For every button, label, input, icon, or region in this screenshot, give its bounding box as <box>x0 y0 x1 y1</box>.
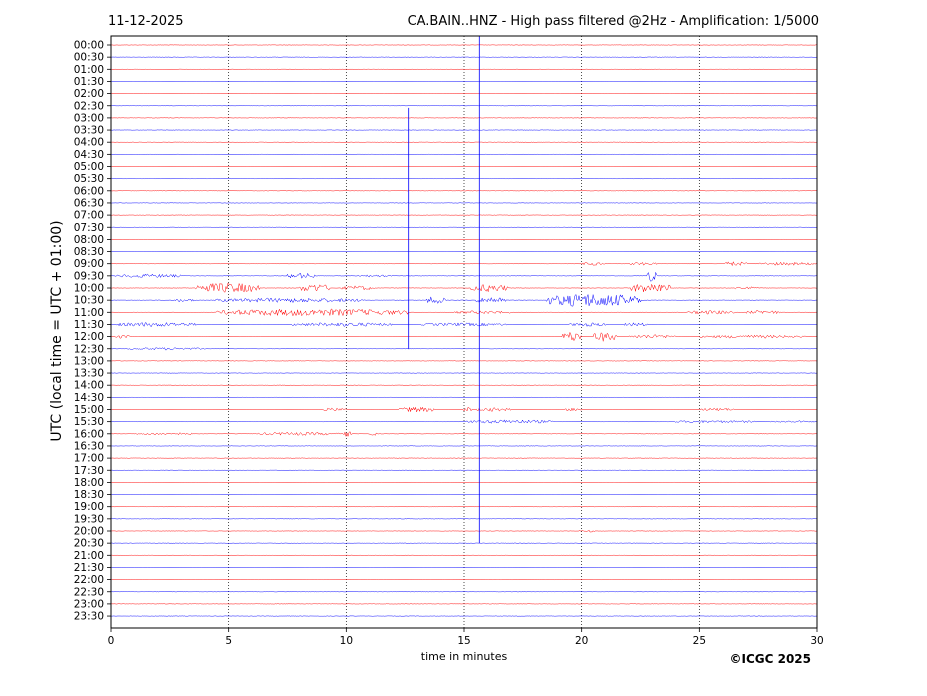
trace-0930 <box>110 271 818 282</box>
y-tick-label-14: 07:00 <box>74 210 104 222</box>
y-tick-label-38: 19:00 <box>74 501 104 513</box>
y-tick-label-23: 11:30 <box>74 319 104 331</box>
y-tick-label-40: 20:00 <box>74 526 104 538</box>
y-tick-label-25: 12:30 <box>74 343 104 355</box>
y-axis-label: UTC (local time = UTC + 01:00) <box>49 220 65 441</box>
copyright-notice: ©ICGC 2025 <box>729 652 811 666</box>
y-tick-label-27: 13:30 <box>74 368 104 380</box>
y-tick-label-6: 03:00 <box>74 112 104 124</box>
y-tick-label-32: 16:00 <box>74 428 104 440</box>
x-tick-labels: 0 5 10 15 20 25 30 <box>108 628 824 647</box>
x-tick-label-6: 30 <box>810 635 823 647</box>
vertical-gridlines <box>228 36 700 628</box>
trace-1500 <box>110 406 818 413</box>
y-tick-label-2: 01:00 <box>74 64 104 76</box>
x-tick-label-2: 10 <box>340 635 353 647</box>
y-tick-label-46: 23:00 <box>74 598 104 610</box>
y-tick-label-17: 08:30 <box>74 246 104 258</box>
trace-1600 <box>110 431 818 438</box>
x-tick-label-0: 0 <box>108 635 115 647</box>
y-tick-label-33: 16:30 <box>74 440 104 452</box>
y-tick-label-8: 04:00 <box>74 137 104 149</box>
chart-title: CA.BAIN..HNZ - High pass filtered @2Hz -… <box>408 14 819 29</box>
y-tick-label-4: 02:00 <box>74 88 104 100</box>
y-tick-label-16: 08:00 <box>74 234 104 246</box>
x-tick-label-4: 20 <box>575 635 588 647</box>
seismic-traces <box>110 44 818 617</box>
y-tick-label-30: 15:00 <box>74 404 104 416</box>
y-tick-label-13: 06:30 <box>74 197 104 209</box>
y-tick-label-36: 18:00 <box>74 477 104 489</box>
trace-1130 <box>110 321 818 327</box>
y-tick-label-24: 12:00 <box>74 331 104 343</box>
y-tick-label-12: 06:00 <box>74 185 104 197</box>
y-tick-label-19: 09:30 <box>74 270 104 282</box>
trace-1530 <box>110 419 818 424</box>
y-tick-label-31: 15:30 <box>74 416 104 428</box>
trace-1000 <box>110 282 818 293</box>
y-tick-label-42: 21:00 <box>74 550 104 562</box>
y-tick-label-34: 17:00 <box>74 453 104 465</box>
x-tick-label-5: 25 <box>693 635 706 647</box>
y-tick-label-7: 03:30 <box>74 125 104 137</box>
y-tick-label-11: 05:30 <box>74 173 104 185</box>
y-tick-label-28: 14:00 <box>74 380 104 392</box>
y-tick-label-0: 00:00 <box>74 40 104 52</box>
y-tick-label-47: 23:30 <box>74 611 104 623</box>
chart-date: 11-12-2025 <box>108 14 184 29</box>
y-tick-label-41: 20:30 <box>74 538 104 550</box>
x-tick-label-3: 15 <box>457 635 470 647</box>
y-tick-label-37: 18:30 <box>74 489 104 501</box>
x-tick-label-1: 5 <box>225 635 232 647</box>
plot-frame <box>110 35 818 629</box>
event-spikes <box>408 36 480 544</box>
y-tick-label-20: 10:00 <box>74 283 104 295</box>
trace-1030 <box>110 293 818 307</box>
y-tick-label-29: 14:30 <box>74 392 104 404</box>
y-tick-label-43: 21:30 <box>74 562 104 574</box>
y-tick-labels: 00:0000:3001:0001:3002:0002:3003:0003:30… <box>74 40 111 623</box>
y-tick-label-3: 01:30 <box>74 76 104 88</box>
trace-1230 <box>110 347 818 351</box>
y-tick-label-44: 22:00 <box>74 574 104 586</box>
y-tick-label-1: 00:30 <box>74 52 104 64</box>
y-tick-label-15: 07:30 <box>74 222 104 234</box>
y-tick-label-10: 05:00 <box>74 161 104 173</box>
trace-0900 <box>110 261 818 267</box>
y-tick-label-39: 19:30 <box>74 513 104 525</box>
trace-1200 <box>111 331 818 342</box>
y-tick-label-35: 17:30 <box>74 465 104 477</box>
trace-1100 <box>110 308 818 317</box>
y-tick-label-5: 02:30 <box>74 100 104 112</box>
y-tick-label-18: 09:00 <box>74 258 104 270</box>
y-tick-label-45: 22:30 <box>74 586 104 598</box>
trace-2000 <box>110 529 818 533</box>
y-tick-label-22: 11:00 <box>74 307 104 319</box>
y-tick-label-9: 04:30 <box>74 149 104 161</box>
x-axis-label: time in minutes <box>421 650 508 663</box>
y-tick-label-26: 13:00 <box>74 355 104 367</box>
y-tick-label-21: 10:30 <box>74 295 104 307</box>
